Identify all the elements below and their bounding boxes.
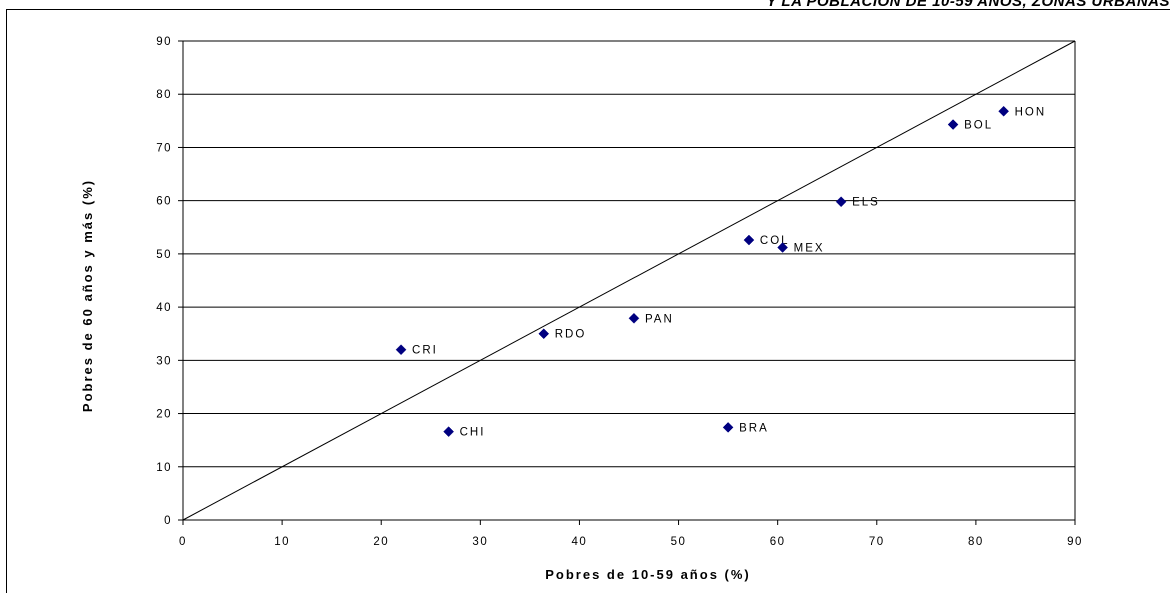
point-label-chi: CHI [460, 427, 486, 439]
x-tick-label: 10 [274, 536, 290, 548]
x-tick-label: 40 [572, 536, 588, 548]
point-label-rdo: RDO [555, 329, 587, 341]
y-tick-labels: 0 10 20 30 40 50 60 70 80 90 [156, 36, 172, 527]
point-label-bra: BRA [739, 422, 769, 434]
data-point-bra [723, 422, 733, 432]
y-tick-label: 70 [156, 142, 172, 154]
point-label-pan: PAN [645, 313, 674, 325]
x-tick-label: 50 [671, 536, 687, 548]
data-point-bol [948, 120, 958, 130]
y-tick-label: 50 [156, 249, 172, 261]
point-label-bol: BOL [964, 120, 993, 132]
x-tick-label: 90 [1067, 536, 1083, 548]
header-fragment: Y LA POBLACIÓN DE 10-59 AÑOS, ZONAS URBA… [767, 0, 1170, 10]
y-axis-title: Pobres de 60 años y más (%) [80, 179, 95, 412]
y-tick-label: 80 [156, 89, 172, 101]
data-point-rdo [539, 329, 549, 339]
data-point-pan [629, 313, 639, 323]
chart-frame [7, 10, 1170, 594]
point-label-hon: HON [1015, 106, 1047, 118]
y-tick-label: 60 [156, 196, 172, 208]
x-tick-label: 30 [472, 536, 488, 548]
point-label-mex: MEX [794, 243, 825, 255]
point-label-els: ELS [852, 197, 880, 209]
y-tick-label: 90 [156, 36, 172, 48]
y-tick-label: 10 [156, 462, 172, 474]
y-tick-label: 0 [164, 515, 172, 527]
x-tick-label: 0 [179, 536, 187, 548]
y-tick-label: 30 [156, 355, 172, 367]
data-point-chi [444, 427, 454, 437]
data-point-els [836, 197, 846, 207]
x-tick-label: 20 [373, 536, 389, 548]
reference-line [183, 41, 1075, 520]
x-tick-label: 70 [869, 536, 885, 548]
x-tick-labels: 0 10 20 30 40 50 60 70 80 90 [179, 536, 1083, 548]
y-tick-label: 20 [156, 409, 172, 421]
x-axis-title: Pobres de 10-59 años (%) [545, 567, 751, 582]
data-point-col [744, 235, 754, 245]
point-label-cri: CRI [412, 345, 438, 357]
data-point-hon [999, 106, 1009, 116]
x-tick-label: 60 [770, 536, 786, 548]
y-tick-label: 40 [156, 302, 172, 314]
x-tick-label: 80 [968, 536, 984, 548]
data-point-cri [396, 345, 406, 355]
